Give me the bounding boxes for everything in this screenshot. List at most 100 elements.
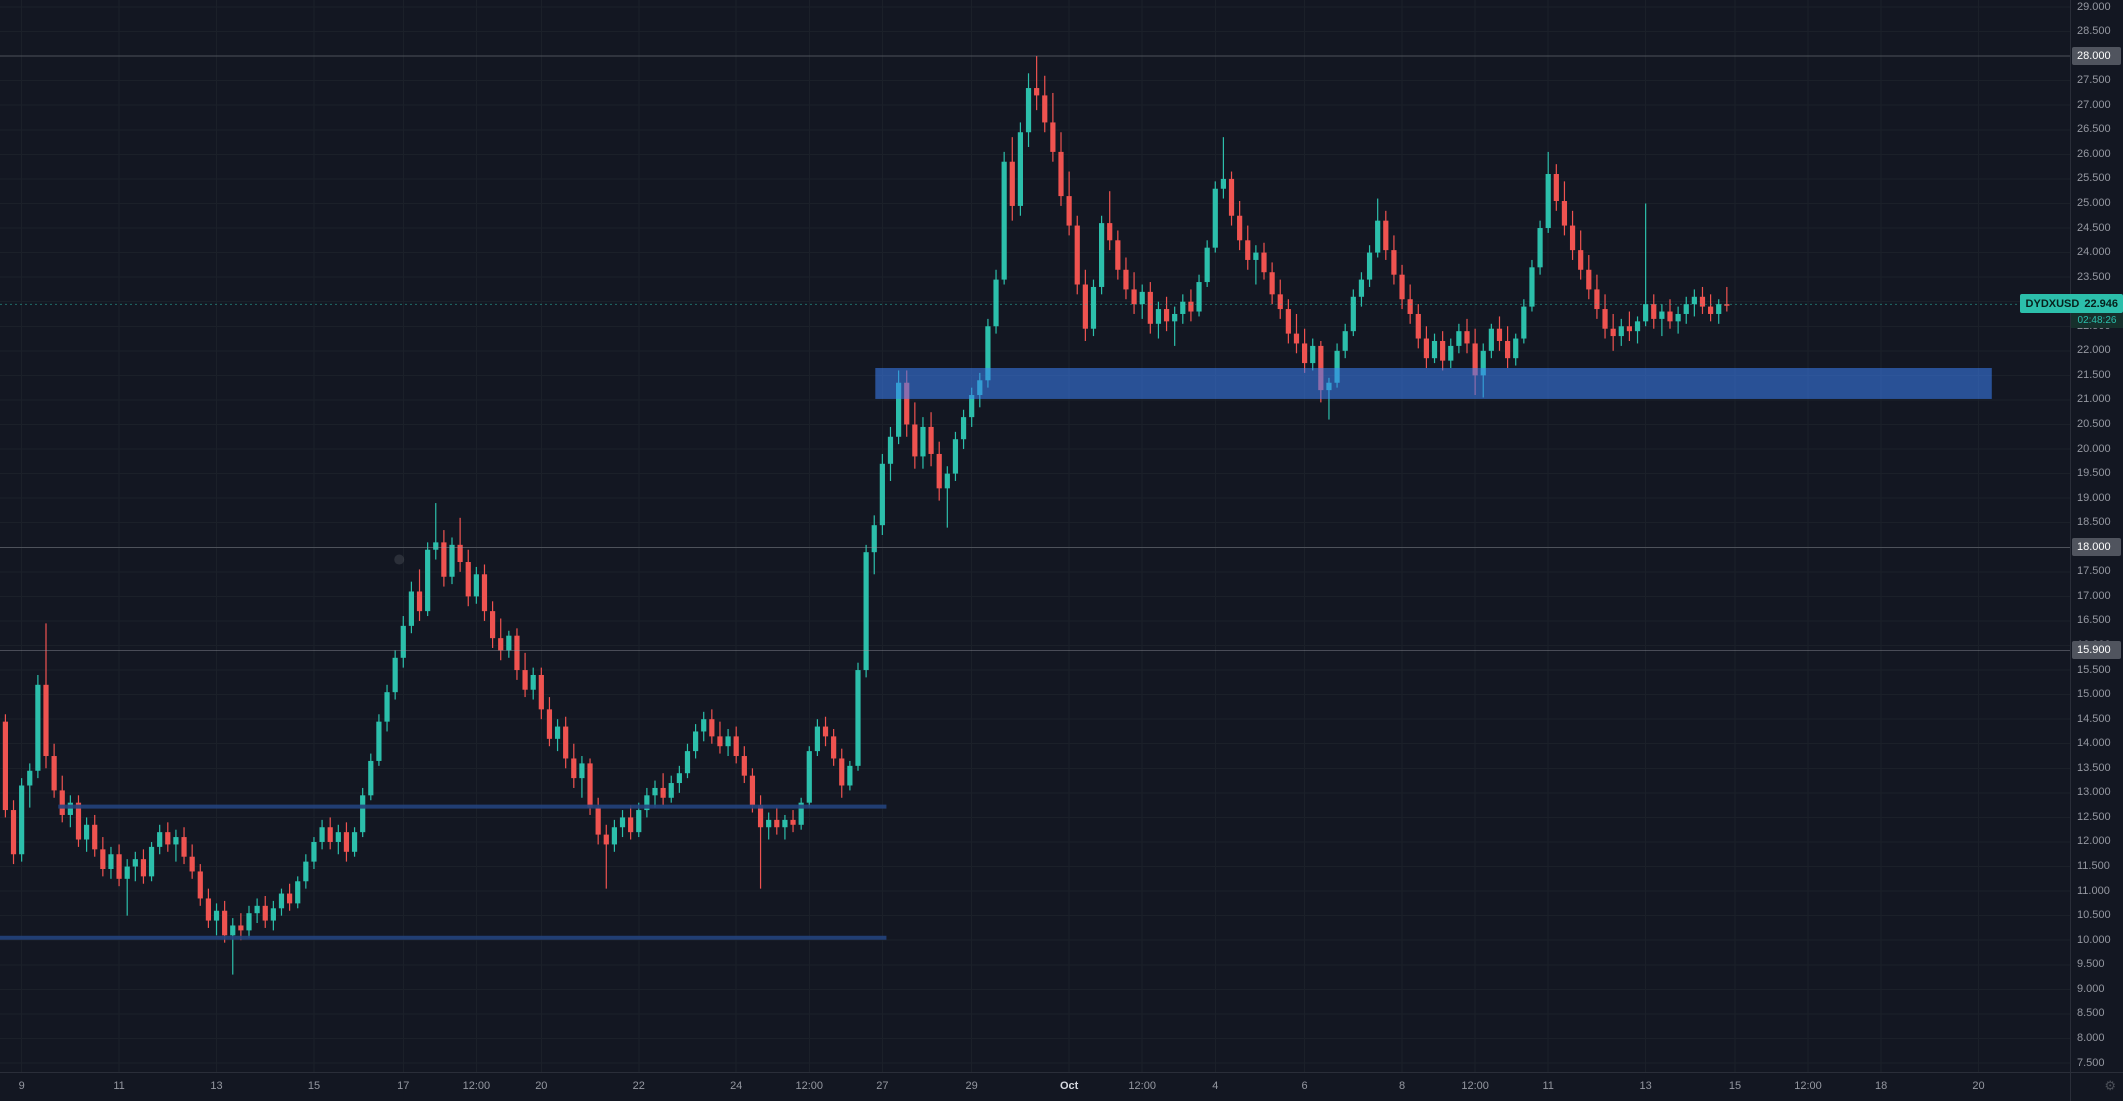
candle-body bbox=[1366, 252, 1373, 280]
price-tick-label: 11.500 bbox=[2077, 860, 2110, 873]
candle-body bbox=[165, 832, 171, 845]
price-axis[interactable]: 29.000 28.500 28.000 27.500 27.000 26.500 26.0… bbox=[2070, 0, 2123, 1072]
settings-gear-icon[interactable]: ⚙ bbox=[2104, 1078, 2116, 1093]
candle-body bbox=[1302, 343, 1308, 364]
candle-body bbox=[400, 625, 406, 658]
time-tick-label: 27 bbox=[876, 1080, 889, 1092]
candle-body bbox=[960, 417, 967, 440]
time-tick-label: 11 bbox=[1542, 1080, 1554, 1092]
time-tick-label: 12:00 bbox=[1128, 1080, 1156, 1092]
candle-body bbox=[1155, 309, 1162, 324]
candle-body bbox=[506, 635, 512, 651]
candle-body bbox=[766, 819, 772, 828]
candle-body bbox=[644, 795, 650, 811]
candle-body bbox=[108, 854, 114, 869]
supply-zone-rectangle[interactable] bbox=[875, 368, 1992, 399]
candle-body bbox=[384, 692, 390, 722]
price-tick-label: 23.500 bbox=[2077, 270, 2111, 283]
time-axis[interactable]: 9 11 13 15 17 12:00 20 22 24 12:00 27 29 Oct 12:00 4 6 8… bbox=[0, 1072, 2070, 1101]
candle-body bbox=[538, 674, 544, 710]
candle-body bbox=[19, 785, 25, 855]
candle-body bbox=[189, 856, 195, 872]
candle-body bbox=[124, 866, 130, 879]
time-tick-label: 18 bbox=[1874, 1080, 1888, 1092]
candle-body bbox=[1058, 151, 1064, 197]
candle-body bbox=[571, 758, 577, 779]
candle-body bbox=[1699, 296, 1706, 307]
candle-body bbox=[35, 684, 41, 771]
candle-body bbox=[1480, 350, 1486, 376]
price-tick-label: 24.500 bbox=[2077, 221, 2111, 234]
candle-body bbox=[1237, 215, 1243, 241]
candle-body bbox=[887, 436, 894, 464]
price-tick-label: 21.000 bbox=[2077, 393, 2111, 406]
candle-body bbox=[1691, 296, 1697, 305]
price-tick-label: 14.000 bbox=[2077, 737, 2111, 750]
candlestick-chart-canvas[interactable] bbox=[0, 0, 2070, 1072]
price-tick-label: 20.500 bbox=[2077, 417, 2111, 430]
candle-body bbox=[806, 751, 812, 803]
candle-body bbox=[1423, 338, 1429, 359]
price-tick-label: 12.000 bbox=[2077, 835, 2111, 848]
price-tick-label: 13.500 bbox=[2077, 761, 2111, 774]
candle-body bbox=[246, 913, 252, 931]
candle-body bbox=[311, 841, 317, 862]
symbol-name-label: DYDXUSD bbox=[2025, 297, 2080, 310]
candle-body bbox=[814, 726, 820, 752]
candle-body bbox=[1724, 304, 1730, 306]
candle-body bbox=[701, 719, 707, 732]
time-tick-label: 15 bbox=[1728, 1080, 1742, 1092]
candle-body bbox=[749, 775, 756, 806]
time-tick-label: 22 bbox=[632, 1080, 645, 1092]
time-tick-label: 12:00 bbox=[1461, 1080, 1489, 1092]
candle-body bbox=[1496, 328, 1503, 341]
price-tick-label: 13.000 bbox=[2077, 786, 2111, 799]
candle-body bbox=[1675, 313, 1681, 322]
candle-body bbox=[1488, 328, 1494, 351]
candle-body bbox=[514, 635, 520, 671]
candle-body bbox=[831, 736, 837, 759]
time-tick-label: 13 bbox=[210, 1080, 223, 1092]
candle-body bbox=[619, 817, 626, 828]
bar-countdown: 02:48:26 bbox=[2071, 313, 2123, 329]
candle-body bbox=[157, 832, 163, 847]
candle-body bbox=[1196, 282, 1202, 312]
candle-body bbox=[1269, 272, 1275, 295]
price-tick-label: 27.000 bbox=[2077, 98, 2111, 111]
support-ray[interactable] bbox=[0, 935, 887, 940]
time-tick-label: 13 bbox=[1639, 1080, 1652, 1092]
candle-body bbox=[457, 544, 463, 563]
candle-body bbox=[132, 859, 138, 867]
candle-body bbox=[368, 760, 374, 796]
price-tick-label: 22.000 bbox=[2077, 344, 2111, 357]
candle-body bbox=[67, 802, 73, 815]
candle-body bbox=[498, 638, 504, 651]
price-tick-label: 21.500 bbox=[2077, 368, 2111, 381]
candle-body bbox=[490, 611, 496, 639]
candle-body bbox=[1456, 331, 1462, 346]
candle-body bbox=[433, 542, 439, 550]
price-tick-label: 18.500 bbox=[2077, 516, 2111, 529]
candle-body bbox=[481, 574, 488, 612]
candle-body bbox=[1147, 291, 1153, 324]
price-tick-label: 14.500 bbox=[2077, 712, 2111, 725]
time-tick-label: 6 bbox=[1301, 1080, 1308, 1092]
candle-body bbox=[1643, 304, 1649, 322]
candle-body bbox=[563, 726, 569, 759]
candle-body bbox=[254, 905, 260, 914]
candle-body bbox=[628, 817, 634, 833]
price-tick-label: 8.000 bbox=[2077, 1031, 2105, 1044]
support-ray[interactable] bbox=[58, 804, 887, 809]
chart-plot-area[interactable]: DYDXUSD 22.946 02:48:26 bbox=[0, 0, 2123, 1072]
candle-body bbox=[1050, 122, 1056, 152]
candle-body bbox=[546, 709, 553, 739]
price-tick-label: 25.500 bbox=[2077, 172, 2111, 185]
candle-body bbox=[1115, 240, 1121, 270]
candle-body bbox=[1448, 345, 1454, 361]
candle-body bbox=[327, 827, 333, 842]
candle-body bbox=[1293, 333, 1300, 344]
price-level-badge: 18.000 bbox=[2072, 538, 2121, 557]
candle-body bbox=[1253, 252, 1259, 260]
candle-body bbox=[1082, 284, 1088, 329]
candle-body bbox=[847, 765, 853, 786]
